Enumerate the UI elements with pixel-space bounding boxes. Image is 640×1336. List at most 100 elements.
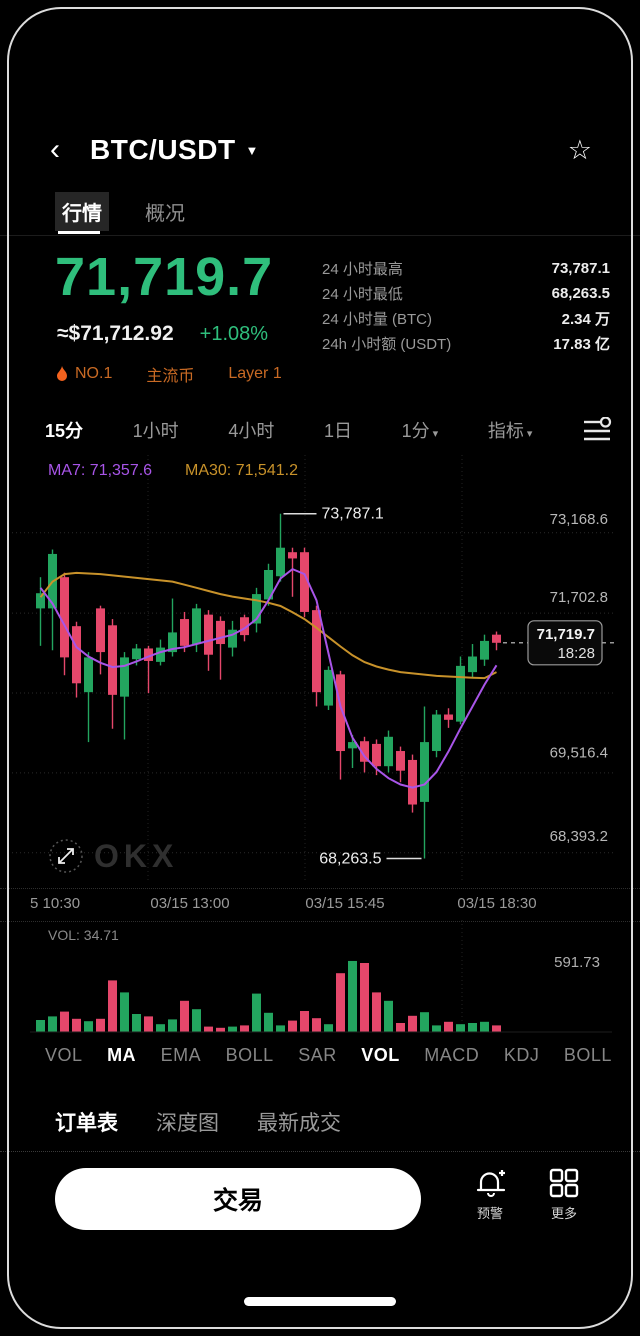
- volume-bar: [492, 1025, 501, 1032]
- volume-bar: [396, 1023, 405, 1032]
- chevron-down-icon: ▾: [527, 428, 533, 440]
- ma30-label: MA30: 71,541.2: [185, 462, 298, 479]
- category-badge-mainstream[interactable]: 主流币: [146, 362, 194, 386]
- candle-body: [36, 593, 45, 608]
- candle: [228, 621, 237, 657]
- timeframe-1d[interactable]: 1日: [324, 417, 352, 443]
- y-axis-label: 71,702.8: [550, 589, 608, 606]
- volume-bar: [180, 1001, 189, 1032]
- fiat-price: ≈$71,712.92: [57, 322, 174, 346]
- indicator-sar[interactable]: SAR: [298, 1045, 337, 1066]
- tab-overview[interactable]: 概况: [145, 197, 185, 226]
- ma7-label: MA7: 71,357.6: [48, 462, 152, 479]
- tab-order-book[interactable]: 订单表: [55, 1107, 118, 1137]
- candle: [216, 616, 225, 679]
- volume-bar: [420, 1012, 429, 1032]
- candle-body: [60, 577, 69, 657]
- badges-row: NO.1 主流币 Layer 1: [55, 362, 282, 386]
- volume-bar: [408, 1016, 417, 1032]
- indicator-ema[interactable]: EMA: [161, 1045, 202, 1066]
- candle: [444, 708, 453, 728]
- alert-button[interactable]: 预警: [458, 1168, 522, 1222]
- stats-panel: 24 小时最高 73,787.1 24 小时最低 68,263.5 24 小时量…: [322, 256, 610, 356]
- volume-bar: [108, 980, 117, 1032]
- volume-bar: [240, 1025, 249, 1032]
- x-axis-label: 03/15 13:00: [150, 895, 229, 912]
- timeframe-1h[interactable]: 1小时: [133, 417, 179, 443]
- indicator-kdj[interactable]: KDJ: [504, 1045, 540, 1066]
- volume-bar: [276, 1025, 285, 1032]
- candle-body: [420, 742, 429, 802]
- indicator-boll-sub[interactable]: BOLL: [564, 1045, 612, 1066]
- page-title: BTC/USDT: [90, 134, 236, 166]
- volume-bar: [204, 1027, 213, 1032]
- candle: [108, 619, 117, 729]
- candle-body: [384, 737, 393, 766]
- tab-latest-trades[interactable]: 最新成交: [257, 1107, 341, 1137]
- chart-settings-icon[interactable]: [582, 417, 612, 443]
- volume-bar: [384, 1001, 393, 1032]
- grid-icon: [549, 1168, 579, 1198]
- candle: [408, 755, 417, 813]
- candle: [396, 747, 405, 783]
- orderbook-tabs: 订单表 深度图 最新成交: [55, 1100, 341, 1144]
- flame-icon: [55, 366, 69, 383]
- expand-chart-icon[interactable]: [50, 840, 82, 872]
- x-axis-label: 03/15 18:30: [457, 895, 536, 912]
- timeframe-more-dropdown[interactable]: 1分▾: [402, 417, 439, 443]
- x-axis-label: 03/15 15:45: [305, 895, 384, 912]
- indicator-vol-sub[interactable]: VOL: [361, 1045, 400, 1066]
- candle: [432, 710, 441, 757]
- y-axis-label: 68,393.2: [550, 828, 608, 845]
- tab-quotes[interactable]: 行情: [55, 192, 109, 231]
- stat-row-turnover: 24h 小时额 (USDT) 17.83 亿: [322, 331, 610, 356]
- volume-axis-max-label: 591.73: [554, 954, 600, 971]
- indicator-dropdown[interactable]: 指标▾: [488, 417, 533, 443]
- candle: [312, 606, 321, 707]
- volume-bar: [360, 963, 369, 1032]
- candle-body: [276, 548, 285, 577]
- candle-body: [492, 635, 501, 643]
- back-icon[interactable]: ‹: [50, 135, 80, 165]
- volume-bar: [120, 992, 129, 1032]
- header: ‹ BTC/USDT ▼ ☆: [50, 128, 592, 172]
- trade-button[interactable]: 交易: [55, 1168, 421, 1230]
- candle: [84, 652, 93, 742]
- candle: [324, 666, 333, 710]
- candle-body: [96, 608, 105, 652]
- candle: [336, 671, 345, 780]
- expand-arrow: [59, 849, 73, 863]
- change-percent: +1.08%: [200, 323, 268, 346]
- timeframe-row: 15分 1小时 4小时 1日 1分▾ 指标▾: [45, 412, 612, 448]
- volume-bar: [444, 1022, 453, 1032]
- indicator-boll[interactable]: BOLL: [226, 1045, 274, 1066]
- home-indicator[interactable]: [244, 1297, 396, 1306]
- volume-bar: [480, 1022, 489, 1032]
- rank-badge[interactable]: NO.1: [55, 365, 112, 383]
- volume-bar: [252, 994, 261, 1032]
- volume-bar: [156, 1024, 165, 1032]
- current-time-text: 18:28: [557, 645, 595, 662]
- last-price: 71,719.7: [55, 246, 273, 308]
- candle: [144, 646, 153, 693]
- more-button[interactable]: 更多: [532, 1168, 596, 1222]
- pair-dropdown-icon[interactable]: ▼: [246, 143, 259, 158]
- candle-body: [396, 751, 405, 771]
- candle-body: [72, 626, 81, 683]
- volume-chart[interactable]: VOL: 34.71591.73: [0, 920, 640, 1035]
- candle: [252, 588, 261, 633]
- timeframe-4h[interactable]: 4小时: [228, 417, 274, 443]
- favorite-star-icon[interactable]: ☆: [568, 135, 592, 166]
- candle-body: [120, 657, 129, 696]
- volume-bar: [228, 1027, 237, 1032]
- volume-bar: [264, 1013, 273, 1032]
- divider: [0, 235, 640, 236]
- tab-depth-chart[interactable]: 深度图: [156, 1107, 219, 1137]
- candlestick-chart[interactable]: 73,168.671,702.869,516.468,393.2MA7: 71,…: [0, 455, 640, 880]
- indicator-macd[interactable]: MACD: [424, 1045, 479, 1066]
- candle-body: [132, 648, 141, 659]
- indicator-vol-main[interactable]: VOL: [45, 1045, 83, 1066]
- category-badge-layer1[interactable]: Layer 1: [228, 365, 281, 383]
- indicator-ma[interactable]: MA: [107, 1045, 136, 1066]
- timeframe-15m[interactable]: 15分: [45, 417, 83, 443]
